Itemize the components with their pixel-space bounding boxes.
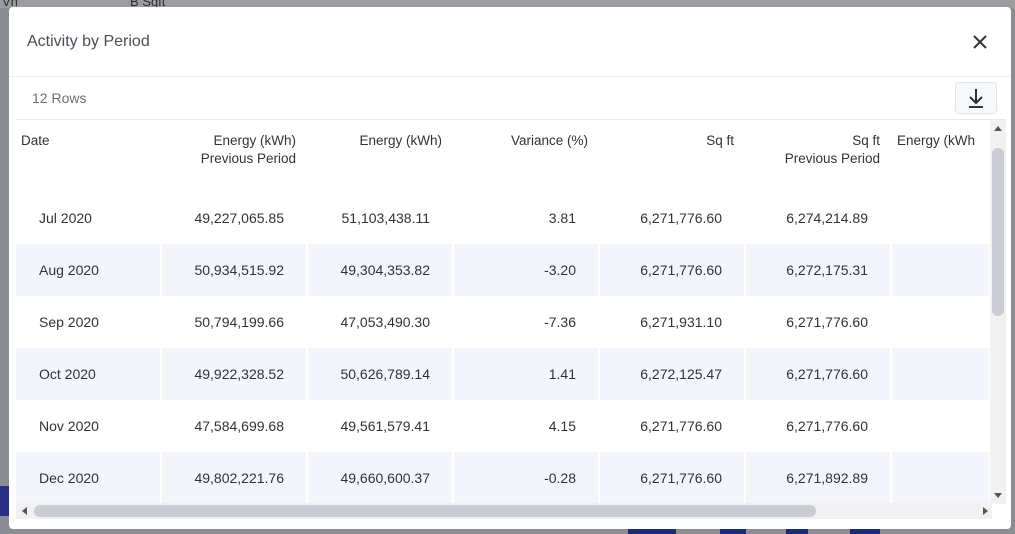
- background-bar: [850, 528, 880, 534]
- column-header[interactable]: Date: [16, 120, 162, 192]
- scroll-right-icon[interactable]: [983, 507, 988, 515]
- download-icon: [969, 89, 983, 108]
- close-icon: [973, 34, 987, 49]
- value-cell: 6,271,776.60: [600, 452, 746, 504]
- value-cell: -7.36: [454, 296, 600, 348]
- value-cell: 49,561,579.41: [308, 400, 454, 452]
- table-row[interactable]: Aug 2020 50,934,515.92 49,304,353.82 -3.20 6…: [16, 244, 989, 296]
- activity-table: Date Energy (kWh) Previous Period Energy (…: [16, 120, 989, 504]
- background-label: Vh: [2, 0, 18, 9]
- column-header[interactable]: Energy (kWh) Previous Period: [162, 120, 308, 192]
- value-cell: 95: [892, 192, 989, 244]
- background-accent: [0, 486, 9, 516]
- modal-title: Activity by Period: [27, 32, 150, 50]
- close-button[interactable]: [967, 29, 993, 55]
- value-cell: 93: [892, 452, 989, 504]
- value-cell: 47,584,699.68: [162, 400, 308, 452]
- column-header[interactable]: Energy (kWh): [308, 120, 454, 192]
- value-cell: -3.20: [454, 244, 600, 296]
- table-toolbar: 12 Rows: [9, 77, 1011, 119]
- value-cell: 91: [892, 296, 989, 348]
- table-row[interactable]: Sep 2020 50,794,199.66 47,053,490.30 -7.36 6…: [16, 296, 989, 348]
- value-cell: 6,271,776.60: [746, 400, 892, 452]
- table-body: Jul 2020 49,227,065.85 51,103,438.11 3.81 6,…: [16, 192, 989, 504]
- background-label: B Sqft: [130, 0, 166, 9]
- scroll-up-icon[interactable]: [994, 126, 1002, 131]
- value-cell: 3.81: [454, 192, 600, 244]
- column-header[interactable]: Sq ft: [600, 120, 746, 192]
- column-header[interactable]: Variance (%): [454, 120, 600, 192]
- scroll-left-icon[interactable]: [22, 507, 27, 515]
- background-bar: [628, 528, 676, 534]
- value-cell: 49,304,353.82: [308, 244, 454, 296]
- value-cell: 95: [892, 348, 989, 400]
- date-cell: Jul 2020: [16, 192, 162, 244]
- value-cell: 51,103,438.11: [308, 192, 454, 244]
- modal-header: Activity by Period: [9, 7, 1011, 77]
- data-grid: Date Energy (kWh) Previous Period Energy (…: [16, 120, 989, 504]
- value-cell: 6,271,776.60: [600, 192, 746, 244]
- table-row[interactable]: Oct 2020 49,922,328.52 50,626,789.14 1.41 6,…: [16, 348, 989, 400]
- date-cell: Aug 2020: [16, 244, 162, 296]
- column-header[interactable]: Energy (kWh: [892, 120, 989, 192]
- value-cell: 50,794,199.66: [162, 296, 308, 348]
- value-cell: 92: [892, 244, 989, 296]
- value-cell: 50,934,515.92: [162, 244, 308, 296]
- vertical-scrollbar[interactable]: [990, 120, 1006, 504]
- value-cell: 6,271,892.89: [746, 452, 892, 504]
- background-bar: [720, 528, 746, 534]
- scroll-down-icon[interactable]: [994, 493, 1002, 498]
- data-table-container: Date Energy (kWh) Previous Period Energy (…: [16, 119, 1006, 523]
- value-cell: 6,272,125.47: [600, 348, 746, 400]
- date-cell: Oct 2020: [16, 348, 162, 400]
- value-cell: 6,271,776.60: [746, 348, 892, 400]
- value-cell: 6,271,776.60: [600, 244, 746, 296]
- value-cell: 6,274,214.89: [746, 192, 892, 244]
- table-header-row: Date Energy (kWh) Previous Period Energy (…: [16, 120, 989, 192]
- value-cell: 49,922,328.52: [162, 348, 308, 400]
- table-row[interactable]: Dec 2020 49,802,221.76 49,660,600.37 -0.28 6…: [16, 452, 989, 504]
- vertical-scroll-thumb[interactable]: [992, 148, 1004, 316]
- value-cell: 6,272,175.31: [746, 244, 892, 296]
- background-bar: [786, 528, 808, 534]
- background-strip: [0, 0, 1015, 8]
- horizontal-scroll-thumb[interactable]: [34, 505, 816, 517]
- value-cell: 1.41: [454, 348, 600, 400]
- value-cell: 6,271,776.60: [746, 296, 892, 348]
- download-button[interactable]: [955, 82, 997, 114]
- table-row[interactable]: Jul 2020 49,227,065.85 51,103,438.11 3.81 6,…: [16, 192, 989, 244]
- activity-modal: Activity by Period 12 Rows Date Energy: [9, 7, 1011, 529]
- date-cell: Sep 2020: [16, 296, 162, 348]
- value-cell: 6,271,776.60: [600, 400, 746, 452]
- value-cell: 4.15: [454, 400, 600, 452]
- value-cell: 49,660,600.37: [308, 452, 454, 504]
- date-cell: Nov 2020: [16, 400, 162, 452]
- value-cell: 49,802,221.76: [162, 452, 308, 504]
- value-cell: 49,227,065.85: [162, 192, 308, 244]
- value-cell: 6,271,931.10: [600, 296, 746, 348]
- value-cell: -0.28: [454, 452, 600, 504]
- date-cell: Dec 2020: [16, 452, 162, 504]
- table-row[interactable]: Nov 2020 47,584,699.68 49,561,579.41 4.15 6,…: [16, 400, 989, 452]
- value-cell: 47,053,490.30: [308, 296, 454, 348]
- value-cell: 50,626,789.14: [308, 348, 454, 400]
- horizontal-scrollbar[interactable]: [16, 503, 992, 519]
- value-cell: 96: [892, 400, 989, 452]
- row-count: 12 Rows: [32, 90, 87, 106]
- column-header[interactable]: Sq ft Previous Period: [746, 120, 892, 192]
